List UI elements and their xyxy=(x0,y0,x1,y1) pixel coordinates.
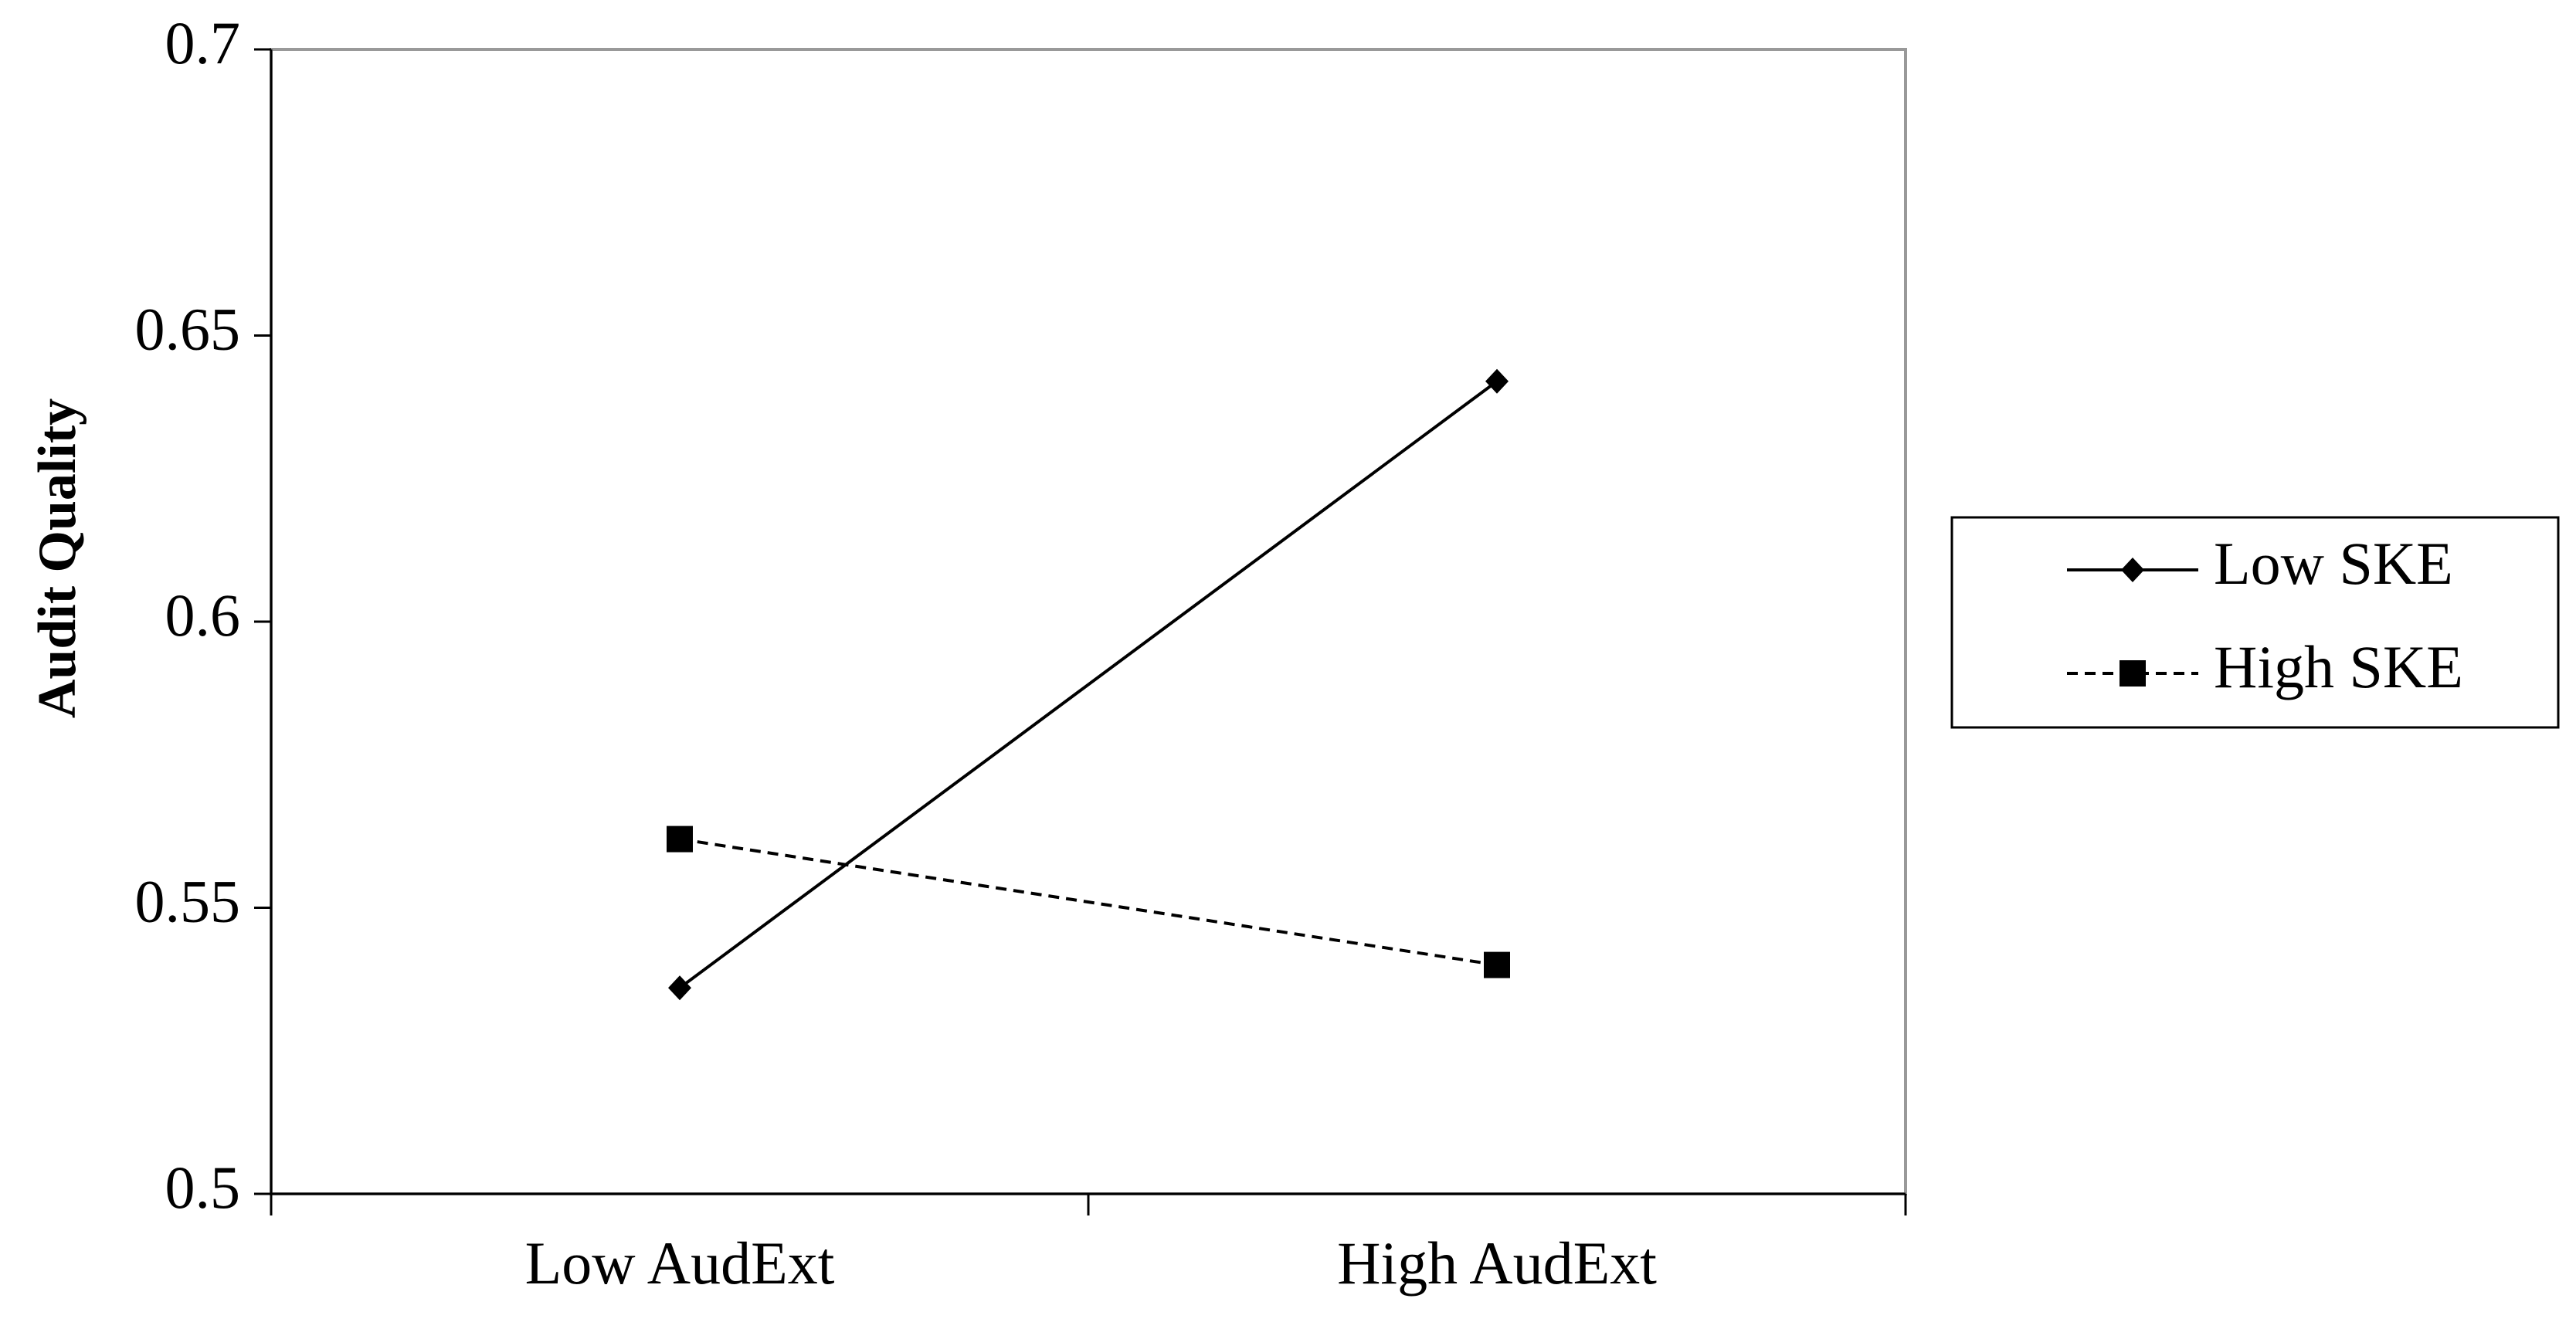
legend-label: High SKE xyxy=(2214,633,2463,700)
data-point xyxy=(668,975,691,1001)
data-point xyxy=(1485,368,1509,394)
x-tick-label: Low AudExt xyxy=(525,1229,835,1297)
y-tick-label: 0.6 xyxy=(165,581,241,649)
legend-marker xyxy=(2121,558,2144,582)
y-axis-label: Audit Quality xyxy=(28,398,87,718)
data-point xyxy=(1484,951,1510,978)
legend-box xyxy=(1950,516,2560,729)
series-line xyxy=(678,380,1498,989)
y-tick-label: 0.5 xyxy=(165,1154,241,1221)
x-tick-label: High AudExt xyxy=(1337,1229,1657,1297)
series-line xyxy=(679,837,1498,967)
y-tick-label: 0.7 xyxy=(165,9,241,76)
legend-label: Low SKE xyxy=(2214,530,2453,597)
plot-frame xyxy=(270,48,1907,1195)
legend-marker xyxy=(2120,660,2146,687)
y-tick-label: 0.55 xyxy=(135,867,241,934)
data-point xyxy=(667,826,693,853)
y-tick-label: 0.65 xyxy=(135,295,241,362)
